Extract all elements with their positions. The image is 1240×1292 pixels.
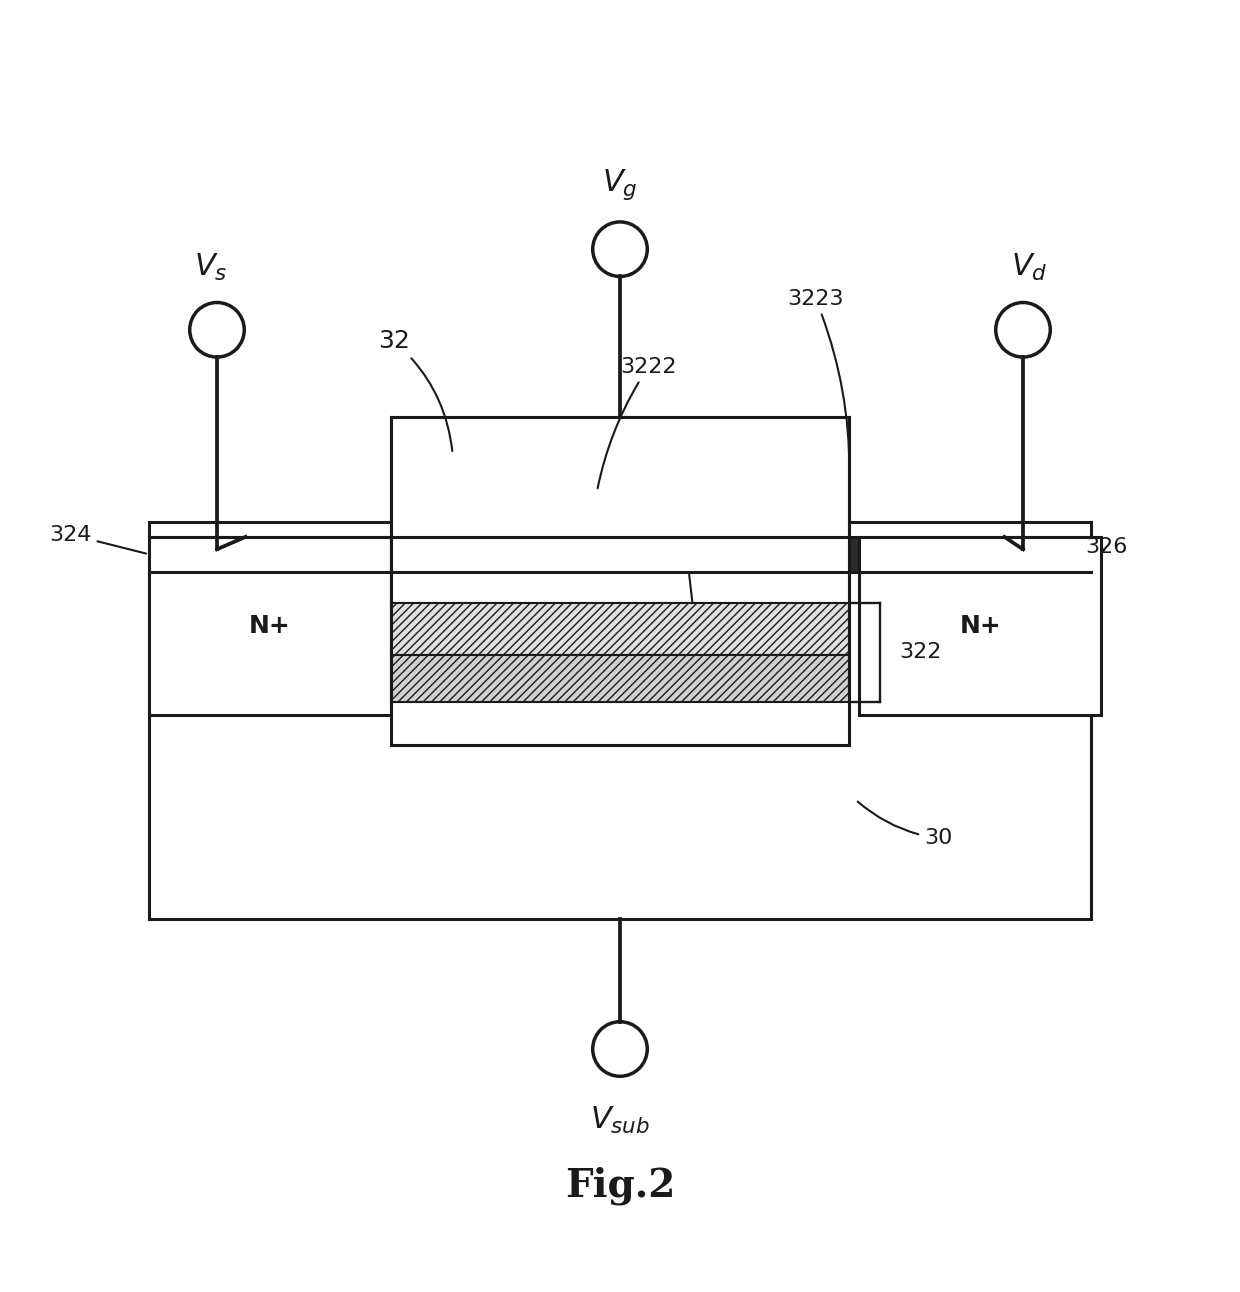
Text: 322: 322 bbox=[899, 642, 941, 663]
Circle shape bbox=[996, 302, 1050, 357]
Text: $V_d$: $V_d$ bbox=[1011, 252, 1048, 283]
Circle shape bbox=[190, 302, 244, 357]
Bar bbox=[391, 602, 849, 655]
Text: 30: 30 bbox=[858, 801, 952, 849]
Text: $V_g$: $V_g$ bbox=[603, 167, 637, 202]
Bar bbox=[391, 416, 849, 602]
Text: 320: 320 bbox=[682, 575, 724, 705]
Bar bbox=[391, 416, 849, 745]
Text: 3221: 3221 bbox=[446, 636, 548, 677]
Text: N+: N+ bbox=[249, 614, 290, 638]
Text: 3222: 3222 bbox=[598, 357, 677, 488]
Text: 32: 32 bbox=[378, 329, 453, 451]
Text: Fig.2: Fig.2 bbox=[564, 1167, 676, 1204]
Text: 326: 326 bbox=[1085, 537, 1127, 557]
Circle shape bbox=[593, 222, 647, 276]
Circle shape bbox=[593, 1022, 647, 1076]
Text: N+: N+ bbox=[960, 614, 1001, 638]
Bar bbox=[149, 537, 1091, 571]
Text: 3223: 3223 bbox=[787, 289, 849, 469]
Text: 324: 324 bbox=[50, 525, 146, 553]
Bar bbox=[149, 522, 1091, 919]
Bar bbox=[859, 537, 1101, 716]
Bar bbox=[149, 537, 391, 716]
Bar bbox=[391, 655, 849, 702]
Text: $V_{sub}$: $V_{sub}$ bbox=[590, 1105, 650, 1136]
Text: $V_s$: $V_s$ bbox=[193, 252, 228, 283]
